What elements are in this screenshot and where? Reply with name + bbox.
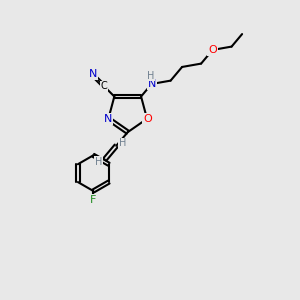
- Text: O: O: [208, 45, 217, 55]
- Text: H: H: [95, 157, 103, 167]
- Text: N: N: [89, 69, 98, 79]
- Text: N: N: [103, 114, 112, 124]
- Text: H: H: [147, 71, 155, 81]
- Text: H: H: [118, 139, 126, 148]
- Text: C: C: [101, 81, 108, 92]
- Text: F: F: [90, 195, 97, 205]
- Text: O: O: [143, 114, 152, 124]
- Text: N: N: [147, 79, 156, 89]
